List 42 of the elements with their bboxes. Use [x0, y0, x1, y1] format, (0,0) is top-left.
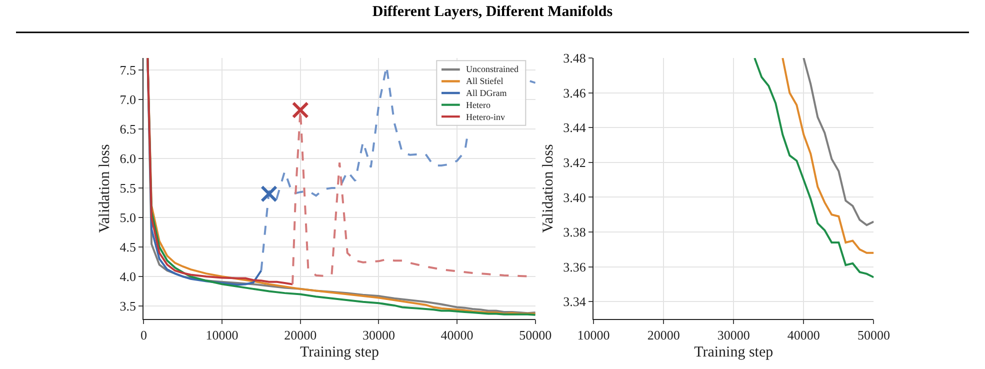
y-tick-label: 4.0	[120, 269, 136, 284]
y-tick-label: 7.0	[120, 92, 136, 107]
legend-label: Unconstrained	[466, 64, 519, 74]
x-axis-title: Training step	[694, 344, 774, 361]
y-tick-label: 5.5	[120, 180, 136, 196]
y-tick-label: 5.0	[120, 210, 136, 226]
y-tick-label: 3.44	[563, 120, 586, 136]
x-tick-label: 20000	[284, 328, 317, 343]
legend-label: All Stiefel	[466, 76, 504, 86]
y-tick-label: 6.0	[120, 150, 136, 166]
x-tick-label: 40000	[787, 328, 820, 343]
y-axis-title: Validation loss	[540, 144, 556, 233]
y-tick-label: 3.38	[563, 224, 586, 240]
y-axis-title: Validation loss	[97, 144, 113, 233]
y-tick-label: 7.5	[120, 62, 136, 78]
x-tick-label: 50000	[519, 328, 552, 343]
x-tick-label: 40000	[440, 328, 474, 343]
line-series	[146, 58, 294, 286]
x-tick-label: 0	[140, 328, 147, 343]
y-tick-label: 4.5	[120, 240, 136, 255]
chart-title: Different Layers, Different Manifolds	[372, 4, 613, 20]
legend-label: Hetero-inv	[466, 112, 506, 122]
x-axis-title: Training step	[300, 344, 380, 361]
x-tick-label: 20000	[647, 328, 680, 343]
y-tick-label: 3.36	[563, 259, 586, 274]
x-tick-label: 50000	[857, 328, 890, 343]
y-tick-label: 3.46	[563, 85, 586, 100]
y-tick-label: 6.5	[120, 121, 136, 136]
line-series	[802, 58, 874, 226]
legend-label: All DGram	[466, 88, 507, 98]
y-tick-label: 3.42	[563, 154, 586, 170]
x-tick-label: 30000	[717, 328, 750, 343]
x-tick-label: 30000	[362, 328, 395, 343]
x-tick-label: 10000	[577, 328, 610, 343]
y-tick-label: 3.48	[563, 50, 586, 66]
legend-label: Hetero	[466, 100, 491, 110]
x-tick-label: 10000	[206, 328, 238, 343]
y-tick-label: 3.5	[120, 298, 136, 314]
y-tick-label: 3.40	[563, 190, 586, 205]
y-tick-label: 3.34	[563, 294, 586, 310]
line-series	[782, 58, 874, 254]
line-series	[754, 58, 874, 278]
